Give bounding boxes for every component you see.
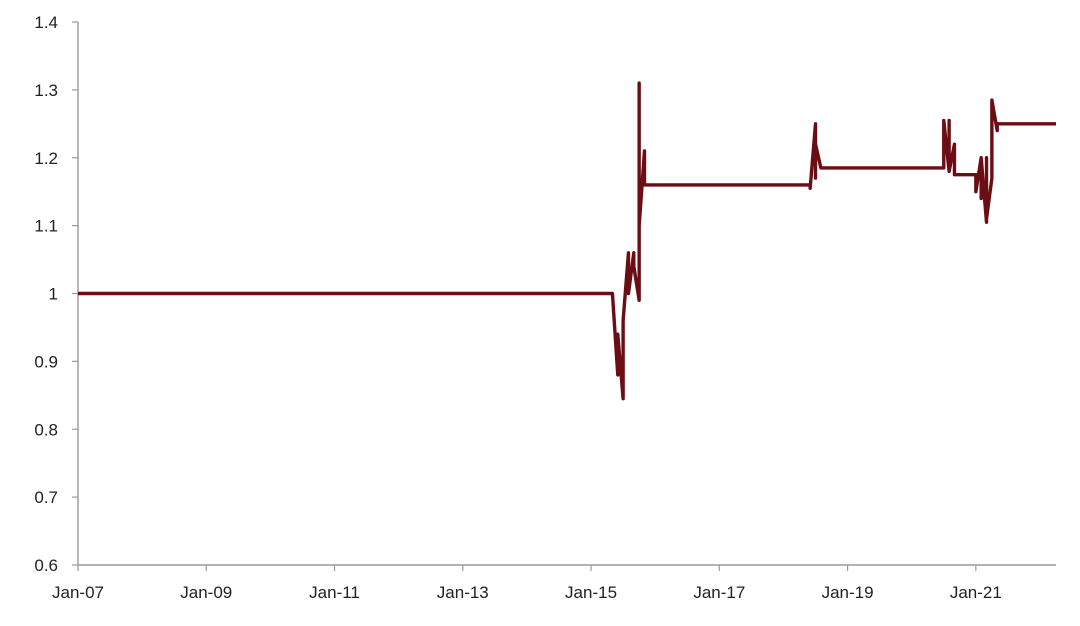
y-tick-label: 1	[49, 285, 58, 304]
x-tick-label: Jan-13	[437, 583, 489, 602]
x-tick-label: Jan-17	[693, 583, 745, 602]
y-axis: 0.6 0.7 0.8 0.9 1 1.1 1.2 1.3 1.4	[34, 13, 79, 575]
x-tick-label: Jan-09	[180, 583, 232, 602]
y-tick-label: 0.8	[34, 420, 58, 439]
y-tick-label: 1.1	[34, 217, 58, 236]
series-layer	[78, 81, 1056, 401]
x-tick-label: Jan-19	[822, 583, 874, 602]
series-line-0	[78, 81, 1056, 401]
y-tick-label: 0.9	[34, 352, 58, 371]
y-tick-label: 1.4	[34, 13, 58, 32]
y-tick-label: 0.6	[34, 556, 58, 575]
y-tick-label: 1.2	[34, 149, 58, 168]
x-tick-label: Jan-07	[52, 583, 104, 602]
x-tick-label: Jan-15	[565, 583, 617, 602]
x-axis: Jan-07 Jan-09 Jan-11 Jan-13 Jan-15 Jan-17 Jan-…	[52, 564, 1056, 602]
x-tick-label: Jan-11	[309, 583, 360, 602]
x-tick-label: Jan-21	[950, 583, 1002, 602]
y-tick-label: 0.7	[34, 488, 58, 507]
y-tick-label: 1.3	[34, 81, 58, 100]
